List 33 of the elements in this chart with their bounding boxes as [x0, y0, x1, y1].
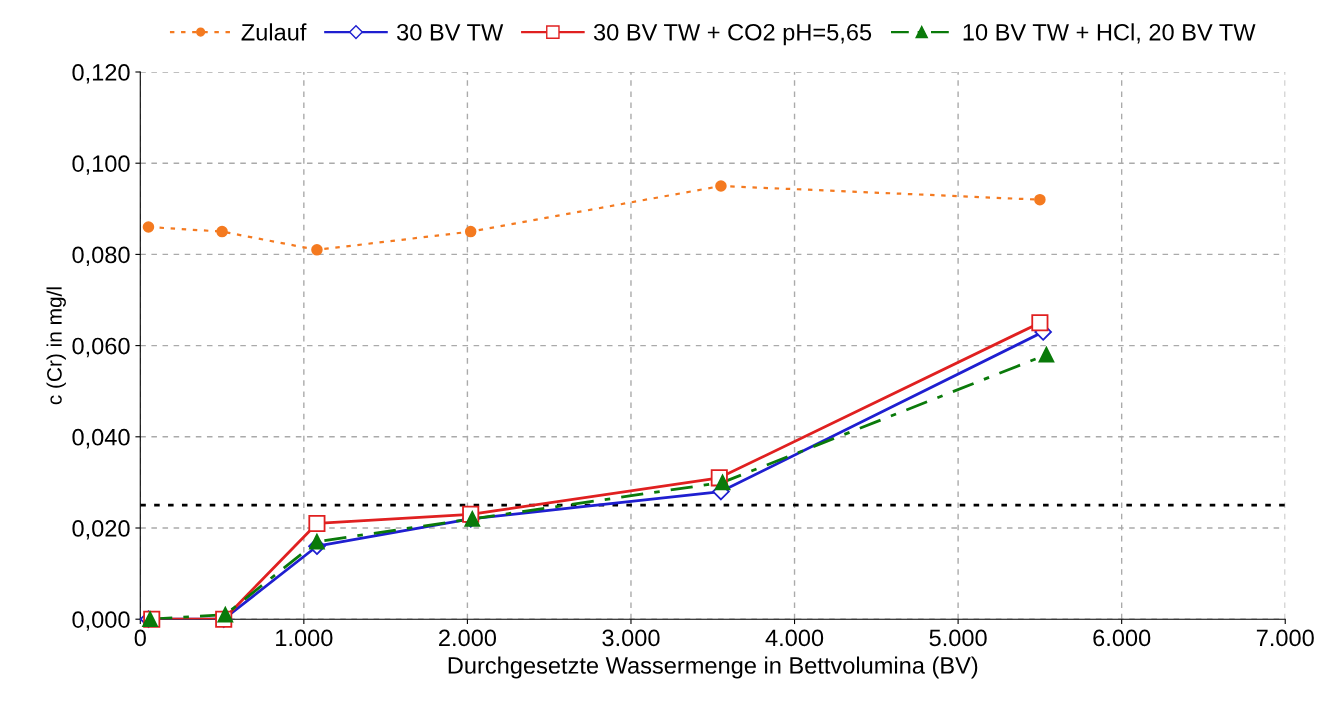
point — [142, 221, 155, 233]
point — [1031, 314, 1049, 332]
x-tick-label: 2.000 — [439, 629, 497, 647]
y-axis-title: c (Cr) in mg/l — [46, 287, 66, 405]
point — [216, 225, 228, 238]
x-tick-label: 7.000 — [1256, 629, 1314, 647]
x-tick-label: 1.000 — [276, 629, 333, 647]
x-axis-title: Durchgesetzte Wassermenge in Bettvolumina (BV) — [448, 656, 978, 679]
x-tick-label: 3.000 — [602, 629, 660, 647]
legend-label: 30 BV TW — [397, 23, 504, 41]
point — [311, 244, 323, 256]
point — [714, 474, 731, 491]
point — [308, 514, 326, 532]
y-tick-label: 0,080 — [72, 246, 130, 266]
point — [464, 225, 477, 238]
legend-label: Zulauf — [241, 23, 307, 41]
x-tick-label: 0 — [134, 629, 146, 647]
x-tick-label: 4.000 — [765, 629, 824, 647]
y-tick-label: 0,120 — [72, 64, 130, 84]
x-tick-label: 6.000 — [1093, 629, 1151, 647]
y-tick-label: 0,040 — [72, 428, 130, 449]
legend-label: 10 BV TW + HCl, 20 BV TW — [963, 23, 1256, 44]
legend-label: 30 BV TW + CO2 pH=5,65 — [593, 23, 872, 46]
y-tick-label: 0,060 — [72, 337, 130, 358]
x-tick-label: 5.000 — [929, 629, 987, 647]
y-tick-label: 0,020 — [72, 520, 130, 540]
point — [309, 533, 325, 550]
point — [715, 180, 727, 192]
point — [1038, 346, 1055, 363]
y-tick-label: 0,000 — [72, 611, 130, 631]
y-tick-label: 0,100 — [72, 155, 130, 175]
point — [217, 606, 234, 623]
point — [1034, 193, 1046, 206]
